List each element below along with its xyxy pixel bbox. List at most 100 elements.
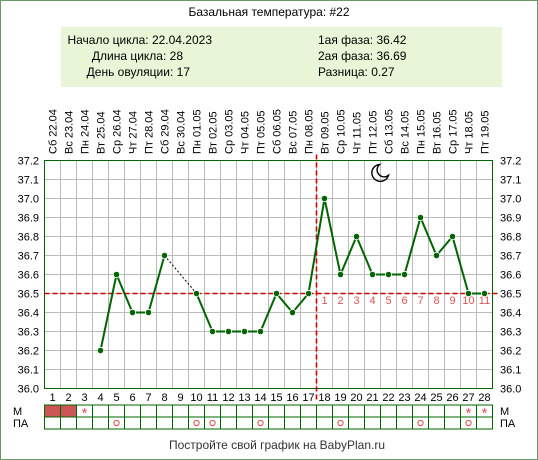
series-gap-segment [164, 255, 197, 294]
day-number: 8 [161, 392, 167, 404]
pa-cell [396, 416, 413, 430]
day-number: 15 [270, 392, 282, 404]
y-tick-label: 37.0 [500, 194, 521, 206]
pa-cell [140, 416, 157, 430]
pa-cell [300, 416, 317, 430]
temperature-point [96, 346, 105, 355]
temperature-point [224, 327, 233, 336]
y-tick-label: 36.9 [500, 213, 521, 225]
y-tick-label: 37.2 [18, 156, 39, 168]
y-axis-right: 37.2 37.1 37.0 36.9 36.8 36.7 36.6 36.5 36.4 36.3… [500, 156, 521, 396]
day-number: 11 [207, 392, 218, 404]
y-tick-label: 36.6 [18, 270, 39, 282]
day-number: 18 [318, 392, 330, 404]
info-ovulation-day: День овуляции: 17 [87, 65, 191, 79]
temperature-point [192, 289, 201, 298]
m-cell [60, 404, 77, 418]
y-tick-label: 36.1 [500, 365, 521, 377]
row-label-pa: ПА [13, 418, 29, 430]
series-line-segment [291, 292, 310, 314]
m-cell [236, 404, 253, 418]
m-cell [284, 404, 301, 418]
m-cell [300, 404, 317, 418]
day-number: 3 [81, 392, 87, 404]
temperature-point [240, 327, 249, 336]
date-label: Пт 19.05 [480, 110, 492, 154]
y-tick-label: 36.2 [500, 346, 521, 358]
post-ovulation-day-label: 1 [321, 295, 327, 307]
day-number: 7 [145, 392, 151, 404]
post-ovulation-day-label: 5 [385, 295, 391, 307]
pa-cell [188, 416, 205, 430]
temperature-point [368, 270, 377, 279]
post-ovulation-day-label: 6 [401, 295, 407, 307]
series-line-segment [99, 274, 118, 351]
pa-circle-mark [257, 419, 264, 427]
y-tick-label: 36.1 [18, 365, 39, 377]
marker-rows: М МПА ПА* * * [13, 404, 516, 430]
temperature-point [112, 270, 121, 279]
day-number: 19 [334, 392, 346, 404]
series-line-segment [451, 236, 470, 294]
m-cell [380, 404, 397, 418]
m-cell [316, 404, 333, 418]
info-phase1: 1ая фаза: 36.42 [318, 33, 407, 47]
info-difference: Разница: 0.27 [318, 65, 395, 79]
series-line-segment [275, 292, 294, 314]
temperature-point [384, 270, 393, 279]
pa-circle-mark [113, 419, 120, 427]
date-label: Сб 22.04 [48, 109, 60, 154]
pa-cell [220, 416, 237, 430]
temperature-point [304, 289, 313, 298]
y-tick-label: 36.0 [500, 384, 521, 396]
date-label: Вс 23.04 [64, 111, 76, 154]
m-cell [124, 404, 141, 418]
temperature-point [464, 289, 473, 298]
m-cell [92, 404, 109, 418]
temperature-point [160, 251, 169, 260]
series-line-segment [435, 235, 454, 257]
temperature-point [400, 270, 409, 279]
footer-credit: Постройте свой график на BabyPlan.ru [169, 438, 385, 452]
m-cell [428, 404, 445, 418]
pa-cell [268, 416, 285, 430]
date-label: Вс 07.05 [288, 111, 300, 154]
day-number: 22 [382, 392, 394, 404]
reference-lines [44, 154, 499, 401]
series-line-segment [259, 293, 278, 332]
pa-cell [252, 416, 269, 430]
pa-cell [428, 416, 445, 430]
m-cell [252, 404, 269, 418]
temperature-point [416, 213, 425, 222]
date-label: Чт 18.05 [464, 111, 476, 154]
day-number: 17 [302, 392, 314, 404]
pa-cell [60, 416, 77, 430]
date-label: Сб 13.05 [384, 109, 396, 154]
day-number: 10 [190, 392, 202, 404]
date-label: Чт 11.05 [352, 112, 364, 154]
info-right: 1ая фаза: 36.42 2ая фаза: 36.69 Разница:… [318, 33, 407, 79]
day-number: 25 [430, 392, 442, 404]
m-cell [140, 404, 157, 418]
day-number: 28 [478, 392, 490, 404]
pa-cell [124, 416, 141, 430]
pa-cell [156, 416, 173, 430]
series-line-segment [115, 274, 134, 313]
m-cell [220, 404, 237, 418]
m-cell [156, 404, 173, 418]
m-cell [348, 404, 365, 418]
date-label: Вт 16.05 [432, 111, 444, 154]
day-number: 2 [65, 392, 71, 404]
y-tick-label: 36.8 [18, 232, 39, 244]
pa-cell [172, 416, 189, 430]
m-cell [396, 404, 413, 418]
date-label: Ср 10.05 [336, 109, 348, 154]
m-cell [332, 404, 349, 418]
pa-circle-mark [193, 419, 200, 427]
row-label-pa: ПА [500, 418, 516, 430]
date-label: Пт 12.05 [368, 110, 380, 154]
date-label: Сб 29.04 [160, 109, 172, 154]
post-ovulation-day-label: 9 [449, 295, 455, 307]
pa-circle-mark [465, 419, 472, 427]
day-number: 20 [350, 392, 362, 404]
